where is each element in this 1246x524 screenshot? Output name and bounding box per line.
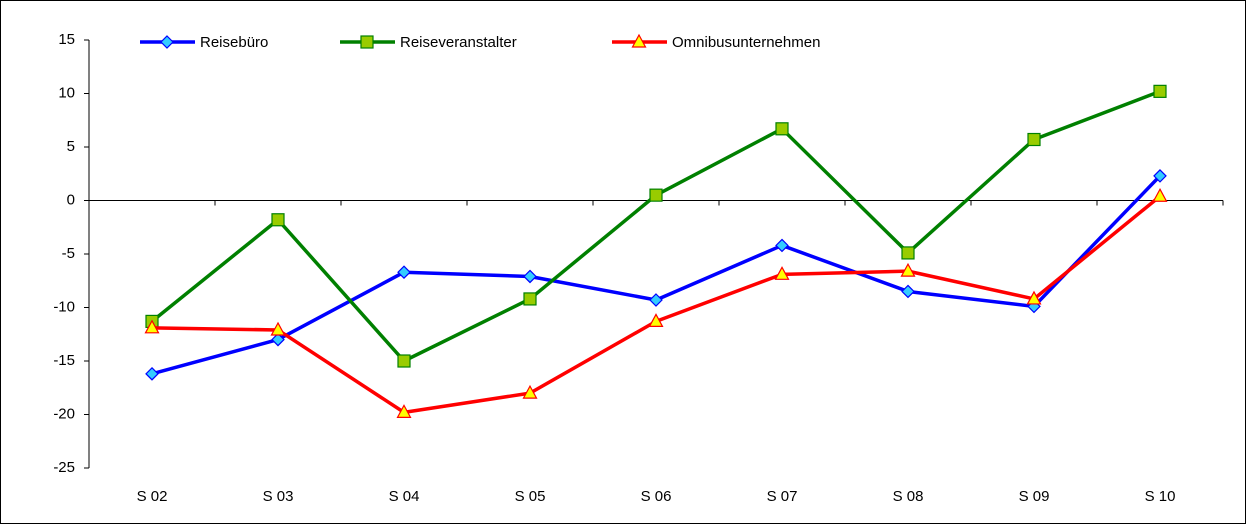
marker <box>271 213 285 227</box>
y-tick-label: -5 <box>62 245 75 262</box>
marker <box>1027 132 1041 147</box>
x-tick-label: S 04 <box>389 488 420 505</box>
marker <box>1152 187 1168 202</box>
marker <box>145 366 159 381</box>
legend-label: Omnibusunternehmen <box>672 34 820 51</box>
marker <box>648 313 664 328</box>
y-tick-label: -15 <box>53 352 75 369</box>
legend-marker <box>631 33 647 48</box>
legend-label: Reisebüro <box>200 34 268 51</box>
y-tick-label: 10 <box>58 84 75 101</box>
x-tick-label: S 09 <box>1019 488 1050 505</box>
marker <box>523 292 537 306</box>
marker <box>522 384 538 399</box>
y-tick-label: 15 <box>58 31 75 48</box>
x-tick-label: S 07 <box>767 488 798 505</box>
marker <box>397 265 411 280</box>
marker <box>774 266 790 280</box>
x-tick-label: S 08 <box>893 488 924 505</box>
y-tick-label: -10 <box>53 298 75 315</box>
marker <box>1026 290 1042 305</box>
marker <box>144 319 160 334</box>
marker <box>396 404 412 418</box>
marker <box>901 284 915 299</box>
marker <box>901 246 915 260</box>
y-tick-label: 0 <box>67 191 75 208</box>
marker <box>1153 84 1167 98</box>
marker <box>775 122 789 136</box>
legend-label: Reiseveranstalter <box>400 34 517 51</box>
legend-marker <box>160 35 174 49</box>
x-tick-label: S 02 <box>137 488 168 505</box>
marker <box>900 262 916 277</box>
marker <box>270 321 286 336</box>
marker <box>775 238 789 253</box>
y-tick-label: -20 <box>53 405 75 422</box>
y-tick-label: -25 <box>53 459 75 476</box>
legend-marker <box>360 35 374 49</box>
x-tick-label: S 03 <box>263 488 294 505</box>
marker <box>649 293 663 307</box>
marker <box>649 188 663 202</box>
marker <box>1153 169 1167 183</box>
marker <box>523 269 537 284</box>
x-tick-label: S 06 <box>641 488 672 505</box>
marker <box>271 332 285 347</box>
x-tick-label: S 10 <box>1145 488 1176 505</box>
x-tick-label: S 05 <box>515 488 546 505</box>
marker <box>397 354 411 368</box>
y-tick-label: 5 <box>67 138 75 155</box>
